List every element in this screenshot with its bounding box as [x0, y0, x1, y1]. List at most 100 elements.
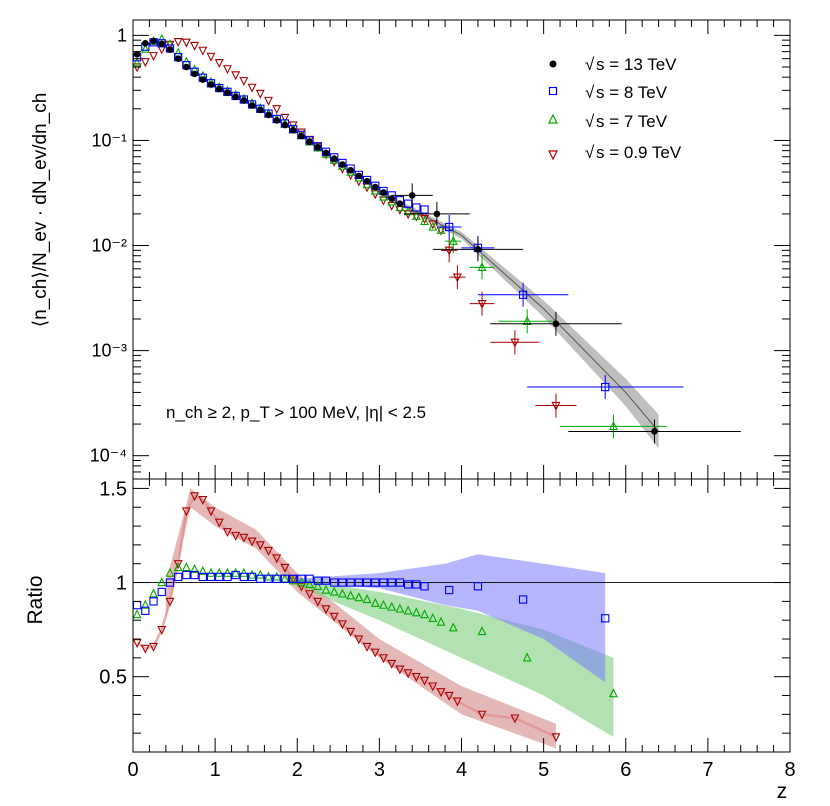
y-tick-label: 10⁻¹: [91, 130, 127, 150]
ratio-point: [255, 541, 265, 551]
data-point: [214, 58, 224, 68]
legend-marker-09tev: [548, 150, 558, 161]
ratio-point: [305, 590, 315, 600]
ratio-point: [330, 578, 339, 587]
ratio-point: [247, 537, 257, 547]
data-point: [387, 196, 397, 206]
ratio-point: [132, 609, 142, 619]
ratio-point: [305, 579, 315, 589]
data-point: [551, 401, 561, 411]
data-point: [347, 166, 354, 174]
ratio-point: [239, 567, 249, 577]
series-3: [132, 38, 577, 418]
ratio-point: [264, 546, 273, 556]
data-point: [518, 290, 528, 299]
ratio-point: [182, 570, 191, 580]
data-point: [448, 235, 458, 245]
ratio-point: [420, 609, 430, 619]
data-point: [403, 199, 413, 208]
data-point: [420, 215, 430, 225]
bottom-x-ticks: 0 1 2 3 4 5 6 7 8: [127, 479, 796, 781]
ratio-point: [379, 578, 388, 587]
data-point: [222, 65, 232, 75]
ratio-point: [215, 572, 224, 582]
data-point: [280, 113, 290, 123]
ratio-point: [165, 578, 175, 587]
data-point: [247, 83, 257, 93]
ratio-point: [140, 599, 150, 609]
ratio-point: [411, 673, 421, 683]
ratio-band-2: [165, 488, 556, 749]
ratio-point: [214, 567, 224, 577]
ratio-point: [214, 518, 224, 528]
ratio-point: [362, 578, 372, 587]
data-point: [150, 37, 157, 45]
data-point: [173, 47, 183, 57]
legend-marker-13tev: [549, 60, 557, 68]
ratio-point: [387, 601, 397, 611]
ratio-point: [231, 570, 240, 580]
ratio-point: [256, 574, 265, 583]
data-point: [198, 46, 208, 56]
ratio-point: [370, 597, 380, 607]
ratio-point: [174, 572, 183, 582]
ratio-point: [141, 606, 150, 615]
series-0: [133, 37, 741, 444]
cut-annotation: n_ch ≥ 2, p_T > 100 MeV, |η| < 2.5: [166, 403, 426, 422]
ratio-point: [354, 635, 364, 645]
y-tick-label: 1: [116, 573, 127, 595]
ratio-point: [132, 600, 142, 610]
data-point: [173, 38, 183, 48]
data-point: [436, 224, 446, 234]
ratio-point: [448, 622, 458, 632]
ratio-point: [522, 652, 532, 662]
ratio-point: [198, 565, 208, 575]
y-tick-label: 10⁻³: [91, 341, 127, 361]
top-x-ticks: [132, 20, 791, 479]
legend-entry-13tev: √ s = 13 TeV: [549, 55, 677, 74]
ratio-point: [378, 599, 388, 609]
ratio-point: [428, 682, 438, 692]
legend-entry-7tev: √ s = 7 TeV: [548, 112, 668, 131]
ratio-point: [149, 588, 159, 598]
ratio-point: [452, 697, 462, 707]
y-tick-label: 10⁻⁴: [90, 446, 127, 466]
x-tick-label: 3: [374, 759, 385, 781]
ratio-point: [395, 578, 405, 587]
ratio-point: [157, 587, 166, 597]
data-point: [396, 200, 404, 208]
ratio-point: [231, 531, 241, 541]
ratio-point: [371, 578, 380, 587]
data-point: [477, 299, 487, 309]
data-point: [395, 202, 405, 212]
ratio-point: [157, 577, 167, 587]
legend-sqrt-13tev: √: [585, 55, 595, 74]
x-tick-label: 5: [538, 759, 549, 781]
data-point: [215, 85, 223, 93]
ratio-point: [378, 654, 388, 664]
data-point: [452, 273, 462, 283]
data-point: [281, 121, 289, 129]
data-point: [411, 210, 421, 220]
ratio-point: [231, 567, 241, 577]
top-panel: 10⁻⁴ 10⁻³ 10⁻² 10⁻¹ 1 ⟨n_ch⟩/N_ev · dN_ev/dn…: [30, 19, 791, 480]
data-point: [314, 144, 322, 151]
legend-sqrt-8tev: √: [585, 83, 595, 102]
ratio-point: [272, 571, 282, 581]
ratio-point: [190, 564, 200, 574]
ratio-point: [157, 625, 167, 635]
ratio-point: [264, 571, 273, 581]
bottom-bands: [165, 488, 614, 749]
ratio-point: [313, 576, 322, 585]
data-point: [289, 126, 297, 134]
data-point: [371, 183, 379, 191]
ratio-point: [412, 580, 421, 589]
ratio-point: [346, 627, 356, 637]
y-tick-label: 10⁻²: [91, 236, 127, 256]
ratio-point: [321, 584, 331, 594]
ratio-point: [477, 710, 487, 720]
ratio-point: [362, 594, 372, 604]
data-point: [370, 185, 380, 195]
data-point: [403, 206, 413, 216]
ratio-point: [140, 644, 150, 654]
